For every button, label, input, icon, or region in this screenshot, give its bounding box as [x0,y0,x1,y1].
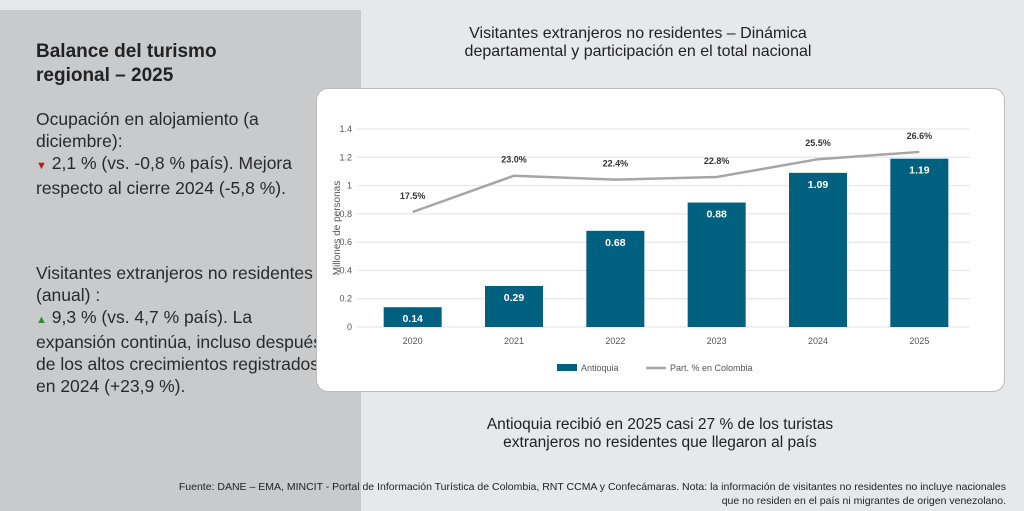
x-tick-label: 2025 [909,336,929,346]
caption-line: Antioquia recibió en 2025 casi 27 % de l… [486,416,834,433]
y-tick-label: 0.4 [339,265,352,275]
bar-data-label: 0.68 [605,237,626,249]
occupancy-label: Ocupación en alojamiento (a diciembre): [36,109,259,151]
line-data-label: 22.8% [704,156,730,166]
bar [485,285,543,327]
line-data-label: 26.6% [907,131,933,141]
summary-panel [0,10,361,511]
occupancy-value: 2,1 % (vs. -0,8 % país). Mejora respecto… [36,153,292,198]
caption-line: extranjeros no residentes que llegaron a… [503,434,817,451]
x-tick-label: 2024 [808,336,828,346]
summary-title: Balance del turismo regional – 2025 [36,40,217,88]
chart-title-line: Visitantes extranjeros no residentes – D… [469,25,807,42]
y-tick-label: 0.6 [339,237,352,247]
y-tick-label: 1 [347,181,352,191]
bar-data-label: 0.29 [504,292,525,304]
chart-card [316,88,1005,392]
visitors-text: Visitantes extranjeros no residentes (an… [36,262,336,397]
occupancy-text: Ocupación en alojamiento (a diciembre): ▼… [36,108,336,199]
visitors-label: Visitantes extranjeros no residentes (an… [36,263,313,305]
bar-data-label: 1.19 [909,165,930,177]
line-data-label: 17.5% [400,191,426,201]
bar [789,172,847,327]
title-line: regional – 2025 [36,65,174,86]
y-tick-label: 0 [347,322,352,332]
legend-bar-swatch [557,364,577,371]
x-tick-label: 2023 [707,336,727,346]
bar-data-label: 1.09 [808,179,829,191]
y-axis-label: Millones de personas [332,181,343,276]
footnote-line: Fuente: DANE – EMA, MINCIT - Portal de I… [178,481,1006,493]
bar [890,158,949,327]
bar [586,230,645,327]
chart-title-line: departamental y participación en el tota… [464,43,812,60]
line-data-label: 25.5% [805,138,831,148]
y-tick-label: 0.2 [339,294,352,304]
footnote-line: que no residen en el país ni migrantes d… [721,495,1006,507]
y-tick-label: 1.2 [339,152,352,162]
chart-title: Visitantes extranjeros no residentes – D… [400,25,876,61]
x-tick-label: 2020 [403,336,423,346]
bar-data-label: 0.88 [706,209,727,221]
bar [687,202,746,327]
line-series [412,150,920,214]
arrow-down-icon: ▼ [36,160,47,172]
legend-label: Antioquia [581,363,619,373]
visitors-value: 9,3 % (vs. 4,7 % país). La expansión con… [36,307,323,396]
legend-label: Part. % en Colombia [670,363,753,373]
arrow-up-icon: ▲ [36,314,47,326]
bar [383,307,442,327]
bar-data-label: 0.14 [402,313,423,325]
y-tick-label: 0.8 [339,209,352,219]
line-data-label: 23.0% [501,155,527,165]
x-tick-label: 2022 [605,336,625,346]
line-data-label: 22.4% [603,159,629,169]
title-line: Balance del turismo [36,41,217,62]
y-tick-label: 1.4 [339,124,352,134]
chart-caption: Antioquia recibió en 2025 casi 27 % de l… [400,416,920,452]
x-tick-label: 2021 [504,336,524,346]
source-footnote: Fuente: DANE – EMA, MINCIT - Portal de I… [26,480,1006,508]
